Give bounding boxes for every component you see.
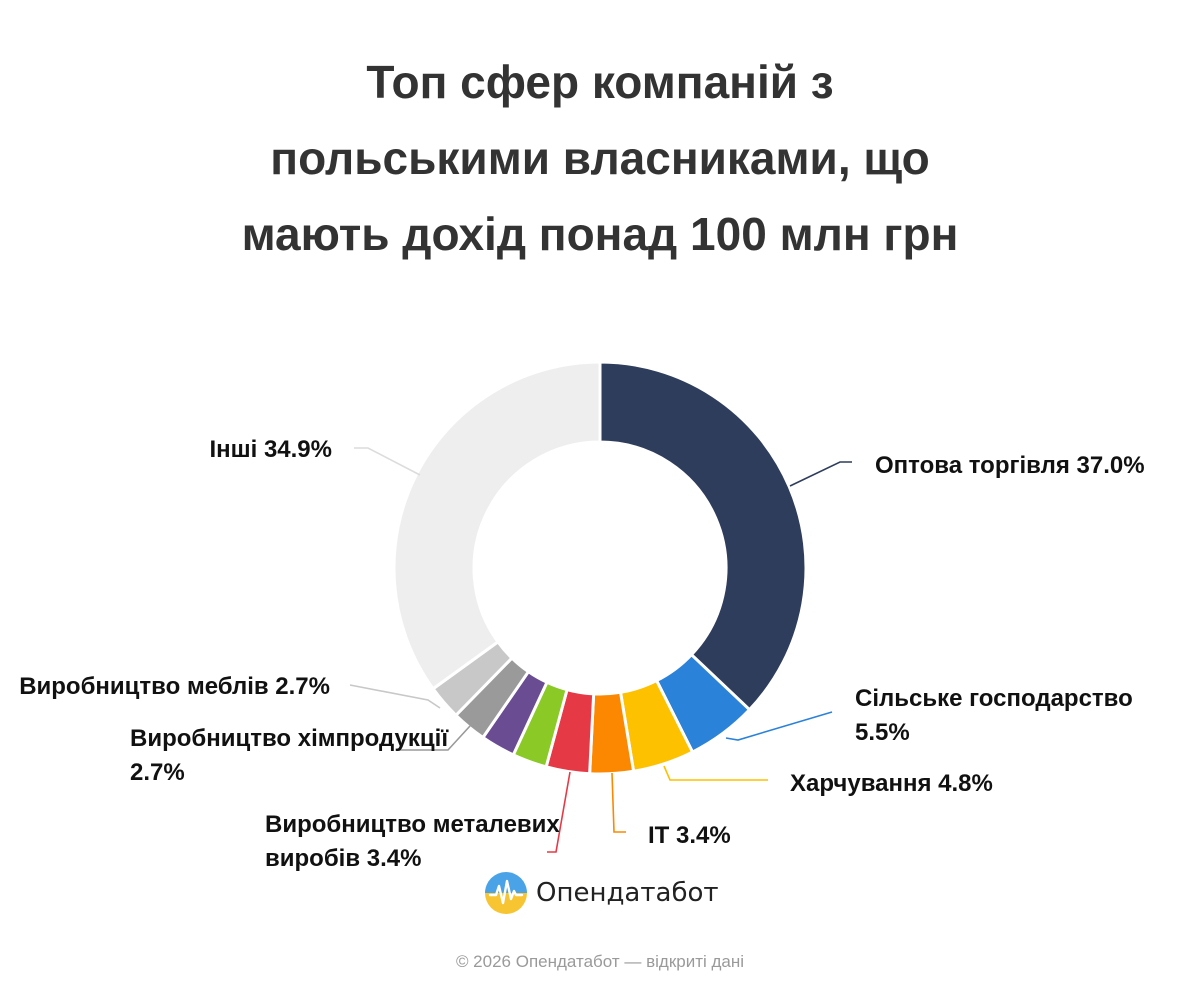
chart-title: Топ сфер компаній з польськими власникам…	[0, 44, 1200, 272]
slice-label-3: Харчування 4.8%	[790, 770, 993, 797]
slice-labels: Оптова торгівля 37.0% Сільське господарст…	[19, 436, 1144, 872]
footer-copyright: © 2026 Опендатабот — відкриті дані	[455, 952, 745, 971]
leader-line-5	[547, 771, 571, 853]
label-leaders	[349, 447, 852, 853]
donut-slices	[392, 360, 808, 776]
leader-line-1	[789, 461, 852, 487]
leader-line-2	[725, 711, 833, 741]
slice-label-2: Сільське господарство 5.5%	[855, 685, 1133, 746]
leader-line-4	[611, 772, 626, 833]
slice-label-5: Виробництво металевих виробів 3.4%	[265, 811, 560, 872]
slice-label-8: Виробництво хімпродукції 2.7%	[130, 725, 449, 786]
logo-text: Опендатабот	[536, 878, 719, 908]
leader-line-8	[398, 725, 471, 751]
chart-title-line-1: Топ сфер компаній з	[366, 56, 834, 108]
slice-label-10: Інші 34.9%	[209, 436, 332, 463]
donut-slice-10	[392, 360, 602, 691]
slice-label-4: IT 3.4%	[648, 822, 731, 849]
slice-label-9: Виробництво меблів 2.7%	[19, 673, 330, 700]
leader-line-9	[349, 684, 441, 709]
donut-slice-1	[598, 360, 808, 712]
brand-logo: Опендатабот	[484, 870, 719, 916]
chart-title-line-3: мають дохід понад 100 млн грн	[241, 208, 959, 260]
chart-title-line-2: польськими власниками, що	[270, 132, 930, 184]
leader-line-3	[663, 765, 768, 781]
opendatabot-logo-icon	[485, 872, 527, 914]
slice-label-1: Оптова торгівля 37.0%	[875, 452, 1145, 479]
leader-line-10	[354, 447, 421, 476]
